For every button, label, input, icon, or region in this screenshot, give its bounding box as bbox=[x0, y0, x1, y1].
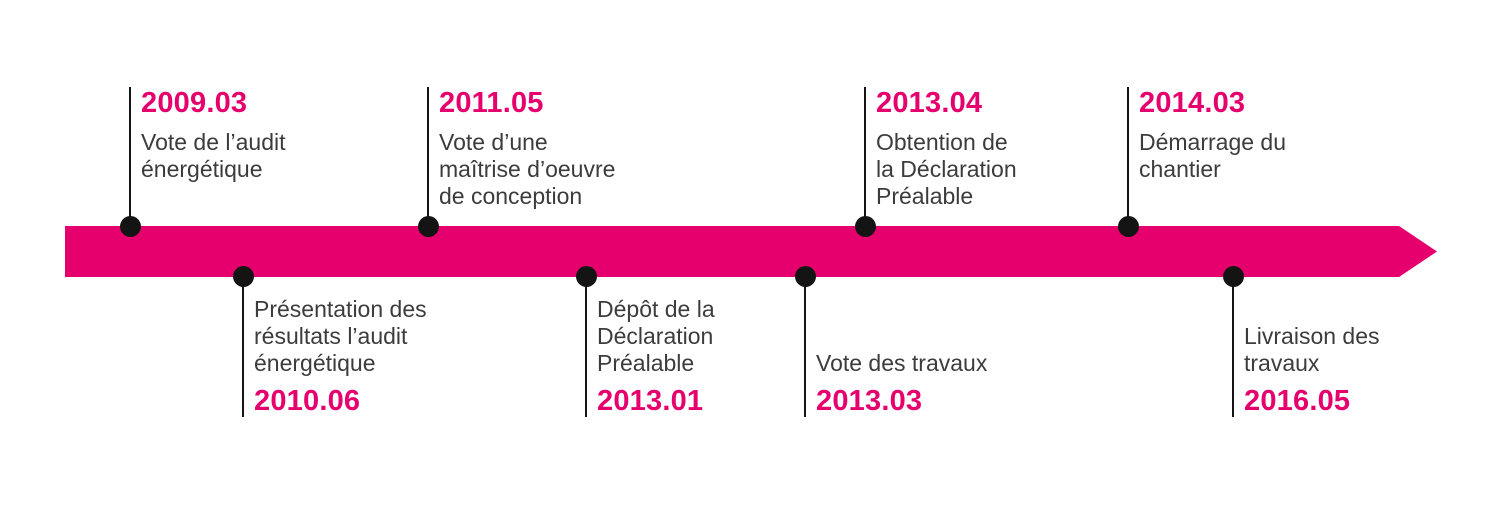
event-text-block: 2010.06 Présentation des résultats l’aud… bbox=[254, 296, 427, 416]
event-marker-dot bbox=[120, 216, 141, 237]
event-text-block: 2016.05 Livraison des travaux bbox=[1244, 323, 1380, 416]
event-description: Livraison des travaux bbox=[1244, 323, 1380, 376]
event-text-block: 2011.05 Vote d’une maîtrise d’oeuvre de … bbox=[439, 88, 615, 210]
event-connector-line bbox=[242, 276, 244, 417]
event-description: Vote d’une maîtrise d’oeuvre de concepti… bbox=[439, 129, 616, 209]
event-text-block: 2013.01 Dépôt de la Déclaration Préalabl… bbox=[597, 296, 715, 416]
event-date: 2014.03 bbox=[1139, 87, 1246, 119]
event-description: Vote de l’audit énergétique bbox=[141, 129, 286, 182]
event-connector-line bbox=[129, 87, 131, 227]
event-text-block: 2013.03 Vote des travaux bbox=[816, 350, 987, 416]
event-description: Présentation des résultats l’audit énerg… bbox=[254, 296, 427, 376]
event-date: 2013.01 bbox=[597, 385, 704, 417]
event-marker-dot bbox=[1223, 266, 1244, 287]
event-date: 2011.05 bbox=[439, 87, 544, 119]
event-connector-line bbox=[804, 276, 806, 417]
event-marker-dot bbox=[576, 266, 597, 287]
event-text-block: 2013.04 Obtention de la Déclaration Préa… bbox=[876, 88, 1017, 210]
event-connector-line bbox=[585, 276, 587, 417]
event-marker-dot bbox=[418, 216, 439, 237]
event-text-block: 2014.03 Démarrage du chantier bbox=[1139, 88, 1286, 183]
event-description: Obtention de la Déclaration Préalable bbox=[876, 129, 1017, 209]
event-marker-dot bbox=[1118, 216, 1139, 237]
event-connector-line bbox=[427, 87, 429, 227]
event-date: 2010.06 bbox=[254, 385, 361, 417]
event-date: 2009.03 bbox=[141, 87, 248, 119]
event-date: 2013.03 bbox=[816, 385, 923, 417]
event-text-block: 2009.03 Vote de l’audit énergétique bbox=[141, 88, 286, 183]
event-connector-line bbox=[1232, 276, 1234, 417]
event-connector-line bbox=[864, 87, 866, 227]
event-description: Vote des travaux bbox=[816, 350, 988, 376]
event-date: 2013.04 bbox=[876, 87, 983, 119]
event-description: Démarrage du chantier bbox=[1139, 129, 1287, 182]
event-connector-line bbox=[1127, 87, 1129, 227]
event-date: 2016.05 bbox=[1244, 385, 1351, 417]
event-marker-dot bbox=[233, 266, 254, 287]
event-description: Dépôt de la Déclaration Préalable bbox=[597, 296, 715, 376]
event-marker-dot bbox=[855, 216, 876, 237]
timeline-arrow-bar bbox=[65, 226, 1437, 277]
event-marker-dot bbox=[795, 266, 816, 287]
